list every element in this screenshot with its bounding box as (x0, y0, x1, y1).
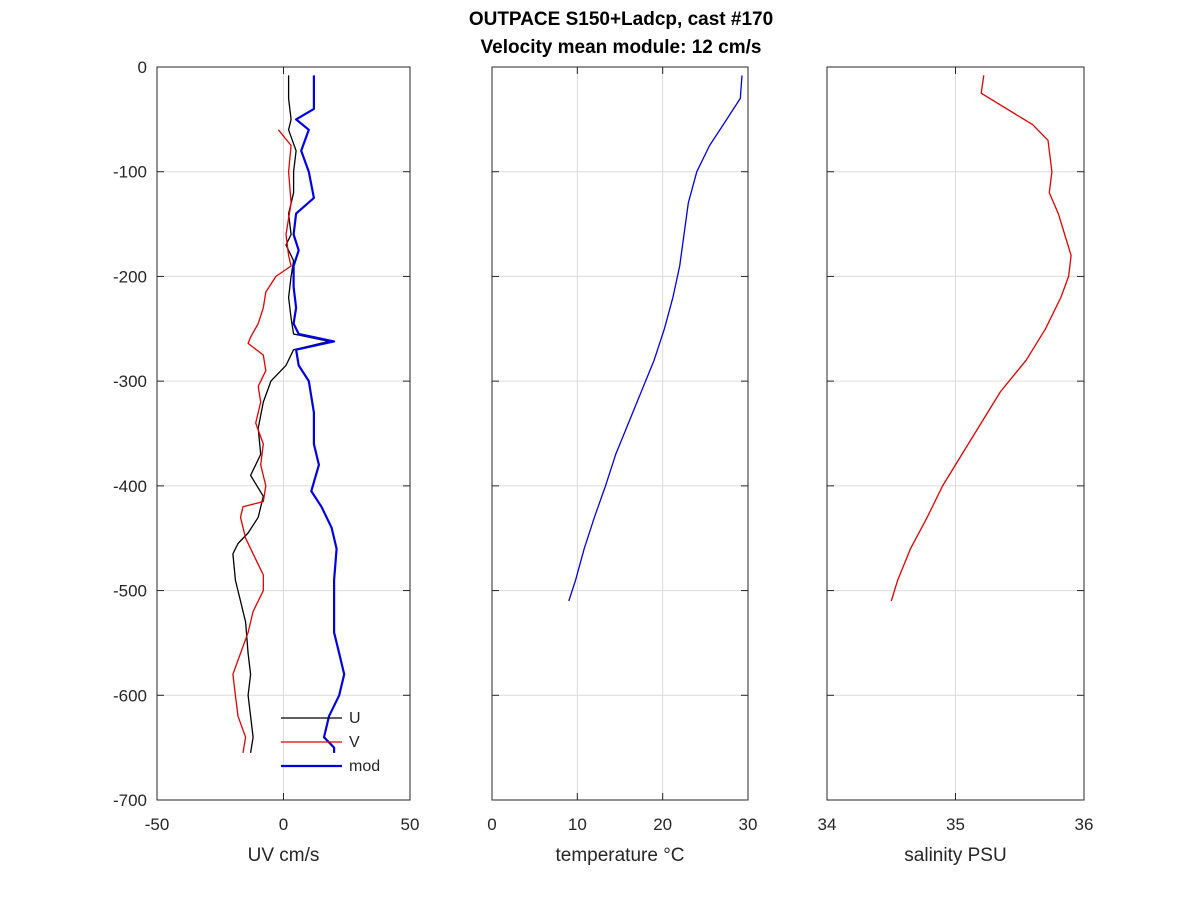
x-tick-label: 0 (487, 815, 496, 834)
x-tick-label: -50 (145, 815, 170, 834)
x-tick-label: 35 (946, 815, 965, 834)
series-line-mod (292, 75, 346, 753)
axes-frame (826, 66, 1085, 801)
x-axis-label: salinity PSU (904, 845, 1006, 866)
series-line-v (232, 129, 292, 754)
axes-frame (156, 66, 411, 801)
series-line-p3-0 (890, 75, 1072, 602)
x-axis-label: UV cm/s (248, 845, 320, 866)
figure-title-line2: Velocity mean module: 12 cm/s (481, 37, 762, 58)
y-tick-label: -500 (113, 582, 147, 601)
legend-label-u: U (349, 710, 361, 727)
x-tick-label: 10 (568, 815, 587, 834)
x-axis-label: temperature °C (555, 845, 684, 866)
x-tick-label: 20 (653, 815, 672, 834)
panel-3: 34 35 36 salinity PSU (818, 66, 1094, 866)
x-tick-label: 50 (401, 815, 420, 834)
series-line-u (232, 75, 330, 754)
y-tick-label: 0 (138, 58, 147, 77)
x-tick-label: 36 (1075, 815, 1094, 834)
x-tick-label: 34 (818, 815, 837, 834)
legend-label-v: V (349, 734, 360, 751)
panel-2: 0 10 20 30 temperature °C (487, 66, 758, 866)
y-tick-label: -700 (113, 791, 147, 810)
x-tick-label: 0 (279, 815, 288, 834)
figure-title-line1: OUTPACE S150+Ladcp, cast #170 (469, 9, 773, 30)
y-tick-label: -100 (113, 163, 147, 182)
legend-label-mod: mod (349, 758, 380, 775)
axes-frame (491, 66, 749, 801)
y-tick-label: -300 (113, 372, 147, 391)
y-tick-label: -400 (113, 477, 147, 496)
y-tick-label: -600 (113, 686, 147, 705)
y-tick-label: -200 (113, 267, 147, 286)
series-line-p2-0 (568, 75, 743, 602)
x-tick-label: 30 (739, 815, 758, 834)
